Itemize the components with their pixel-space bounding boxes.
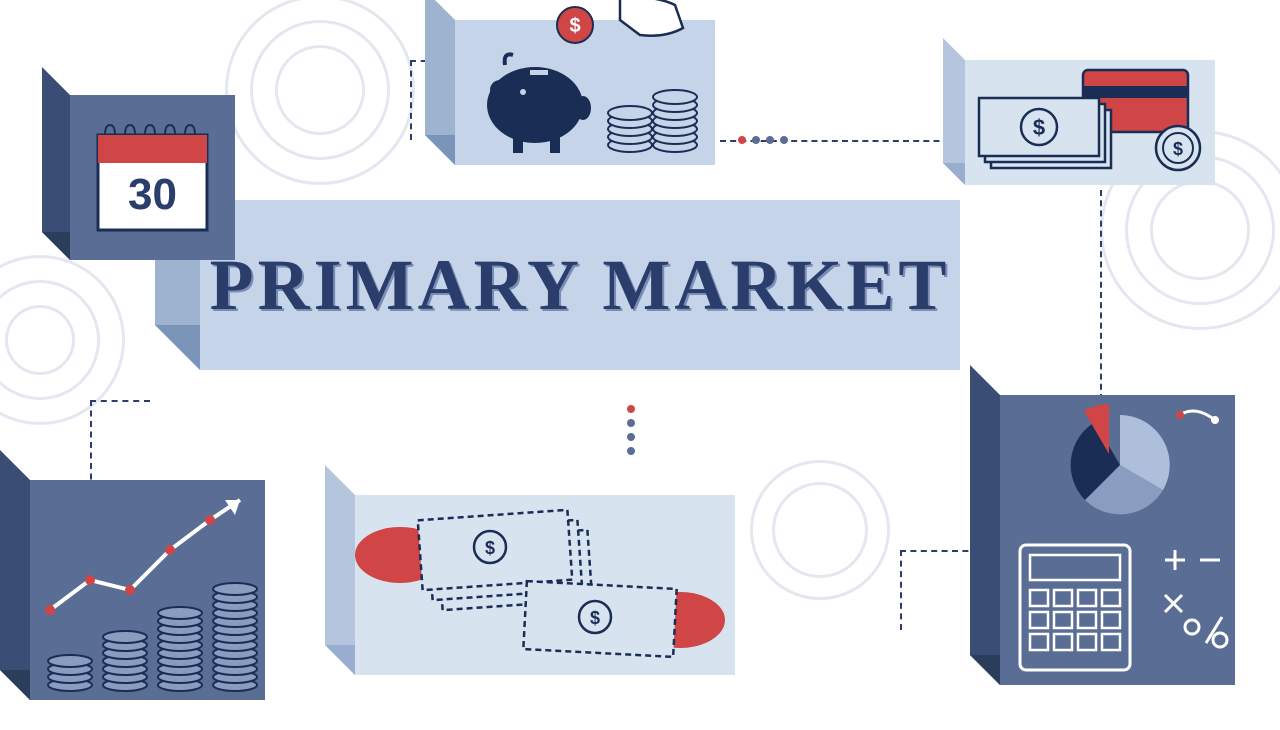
svg-text:$: $: [1033, 115, 1045, 140]
svg-text:$: $: [485, 538, 495, 558]
svg-text:$: $: [590, 608, 600, 628]
title-text: PRIMARY MARKET: [210, 244, 951, 327]
calendar-day: 30: [128, 170, 177, 219]
dollar-symbol: $: [569, 15, 580, 37]
svg-text:$: $: [1173, 139, 1183, 159]
cash-icon: $: [979, 98, 1111, 168]
